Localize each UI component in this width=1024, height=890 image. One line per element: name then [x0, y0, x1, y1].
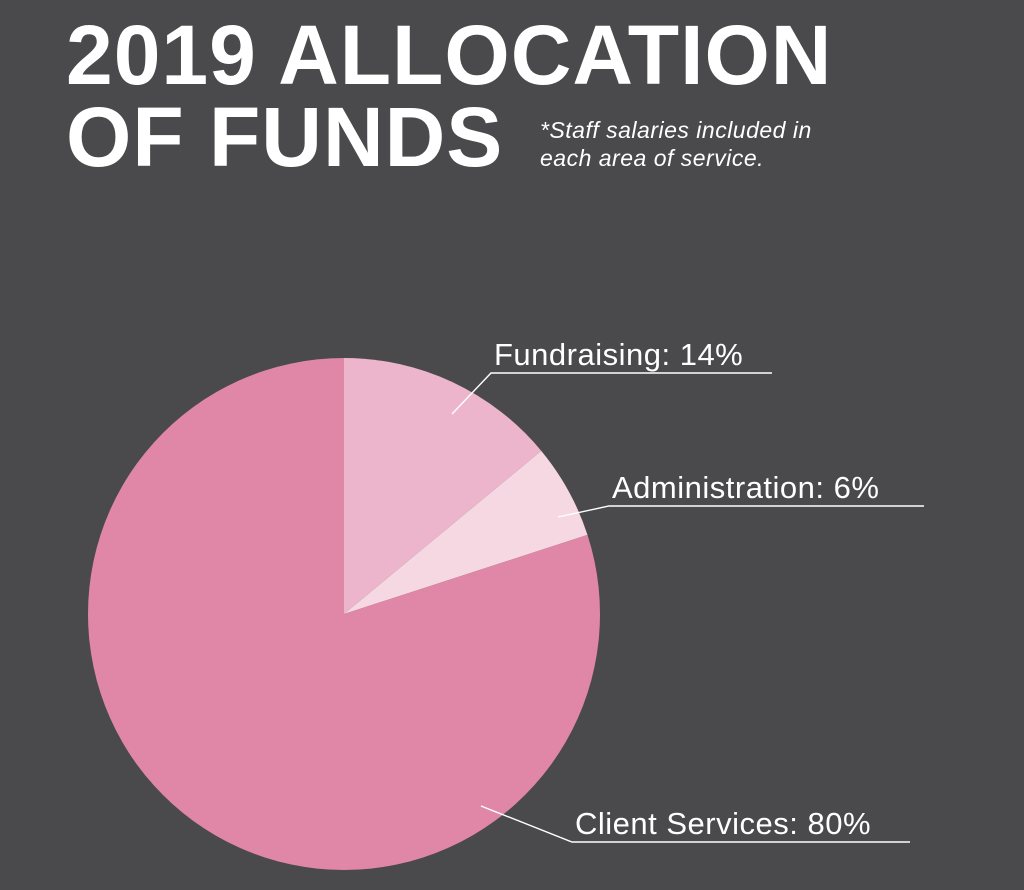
callout-line-administration	[557, 505, 924, 518]
callout-line-fundraising	[451, 372, 772, 415]
salary-footnote-line-2: each area of service.	[540, 145, 765, 171]
callout-line-client-services	[480, 805, 910, 843]
slice-label-client-services: Client Services: 80%	[575, 806, 871, 841]
pie-callouts: Fundraising: 14% Administration: 6% Client…	[451, 337, 924, 843]
pie-slice-client-services	[88, 358, 600, 870]
pie-slice-administration	[344, 450, 588, 614]
chart-title-line-2: OF FUNDS	[66, 90, 504, 184]
slice-label-fundraising: Fundraising: 14%	[494, 337, 743, 372]
slice-label-administration: Administration: 6%	[612, 470, 879, 505]
pie-slice-fundraising	[344, 358, 542, 614]
chart-title: 2019 ALLOCATION OF FUNDS	[66, 8, 833, 184]
chart-title-line-1: 2019 ALLOCATION	[66, 8, 833, 102]
pie-slices	[88, 358, 600, 870]
salary-footnote: *Staff salaries included in each area of…	[540, 116, 812, 172]
salary-footnote-line-1: *Staff salaries included in	[540, 117, 812, 143]
